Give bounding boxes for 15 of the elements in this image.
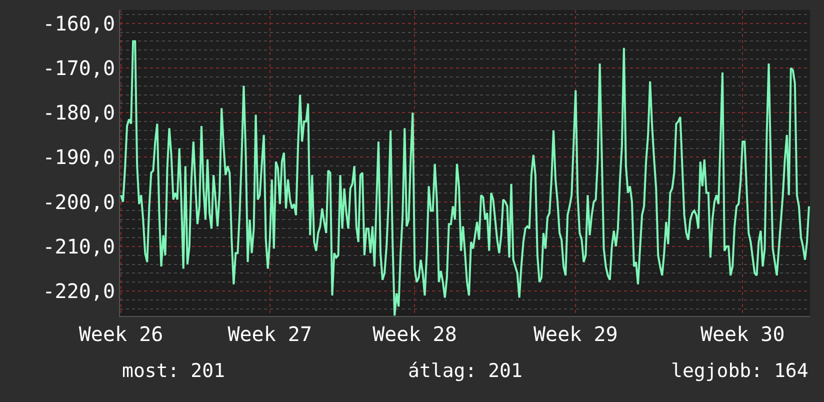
y-tick-label: -200,0 [42,190,115,214]
y-tick-label: -210,0 [42,234,115,258]
x-tick-label: Week 27 [228,322,312,346]
y-tick-label: -190,0 [42,145,115,170]
text: most: 201 [122,360,225,382]
text: legjobb: 164 [671,360,808,382]
x-tick-label: Week 30 [700,322,785,346]
y-tick-label: -160,0 [42,11,115,36]
x-tick-label: Week 28 [372,322,457,346]
x-tick-label: Week 29 [533,322,618,346]
y-tick-label: -170,0 [42,56,115,80]
y-tick-label: -180,0 [42,100,115,125]
x-tick-label: Week 26 [78,322,164,346]
text: átlag: 201 [408,360,522,382]
y-tick-label: -220,0 [42,279,115,304]
